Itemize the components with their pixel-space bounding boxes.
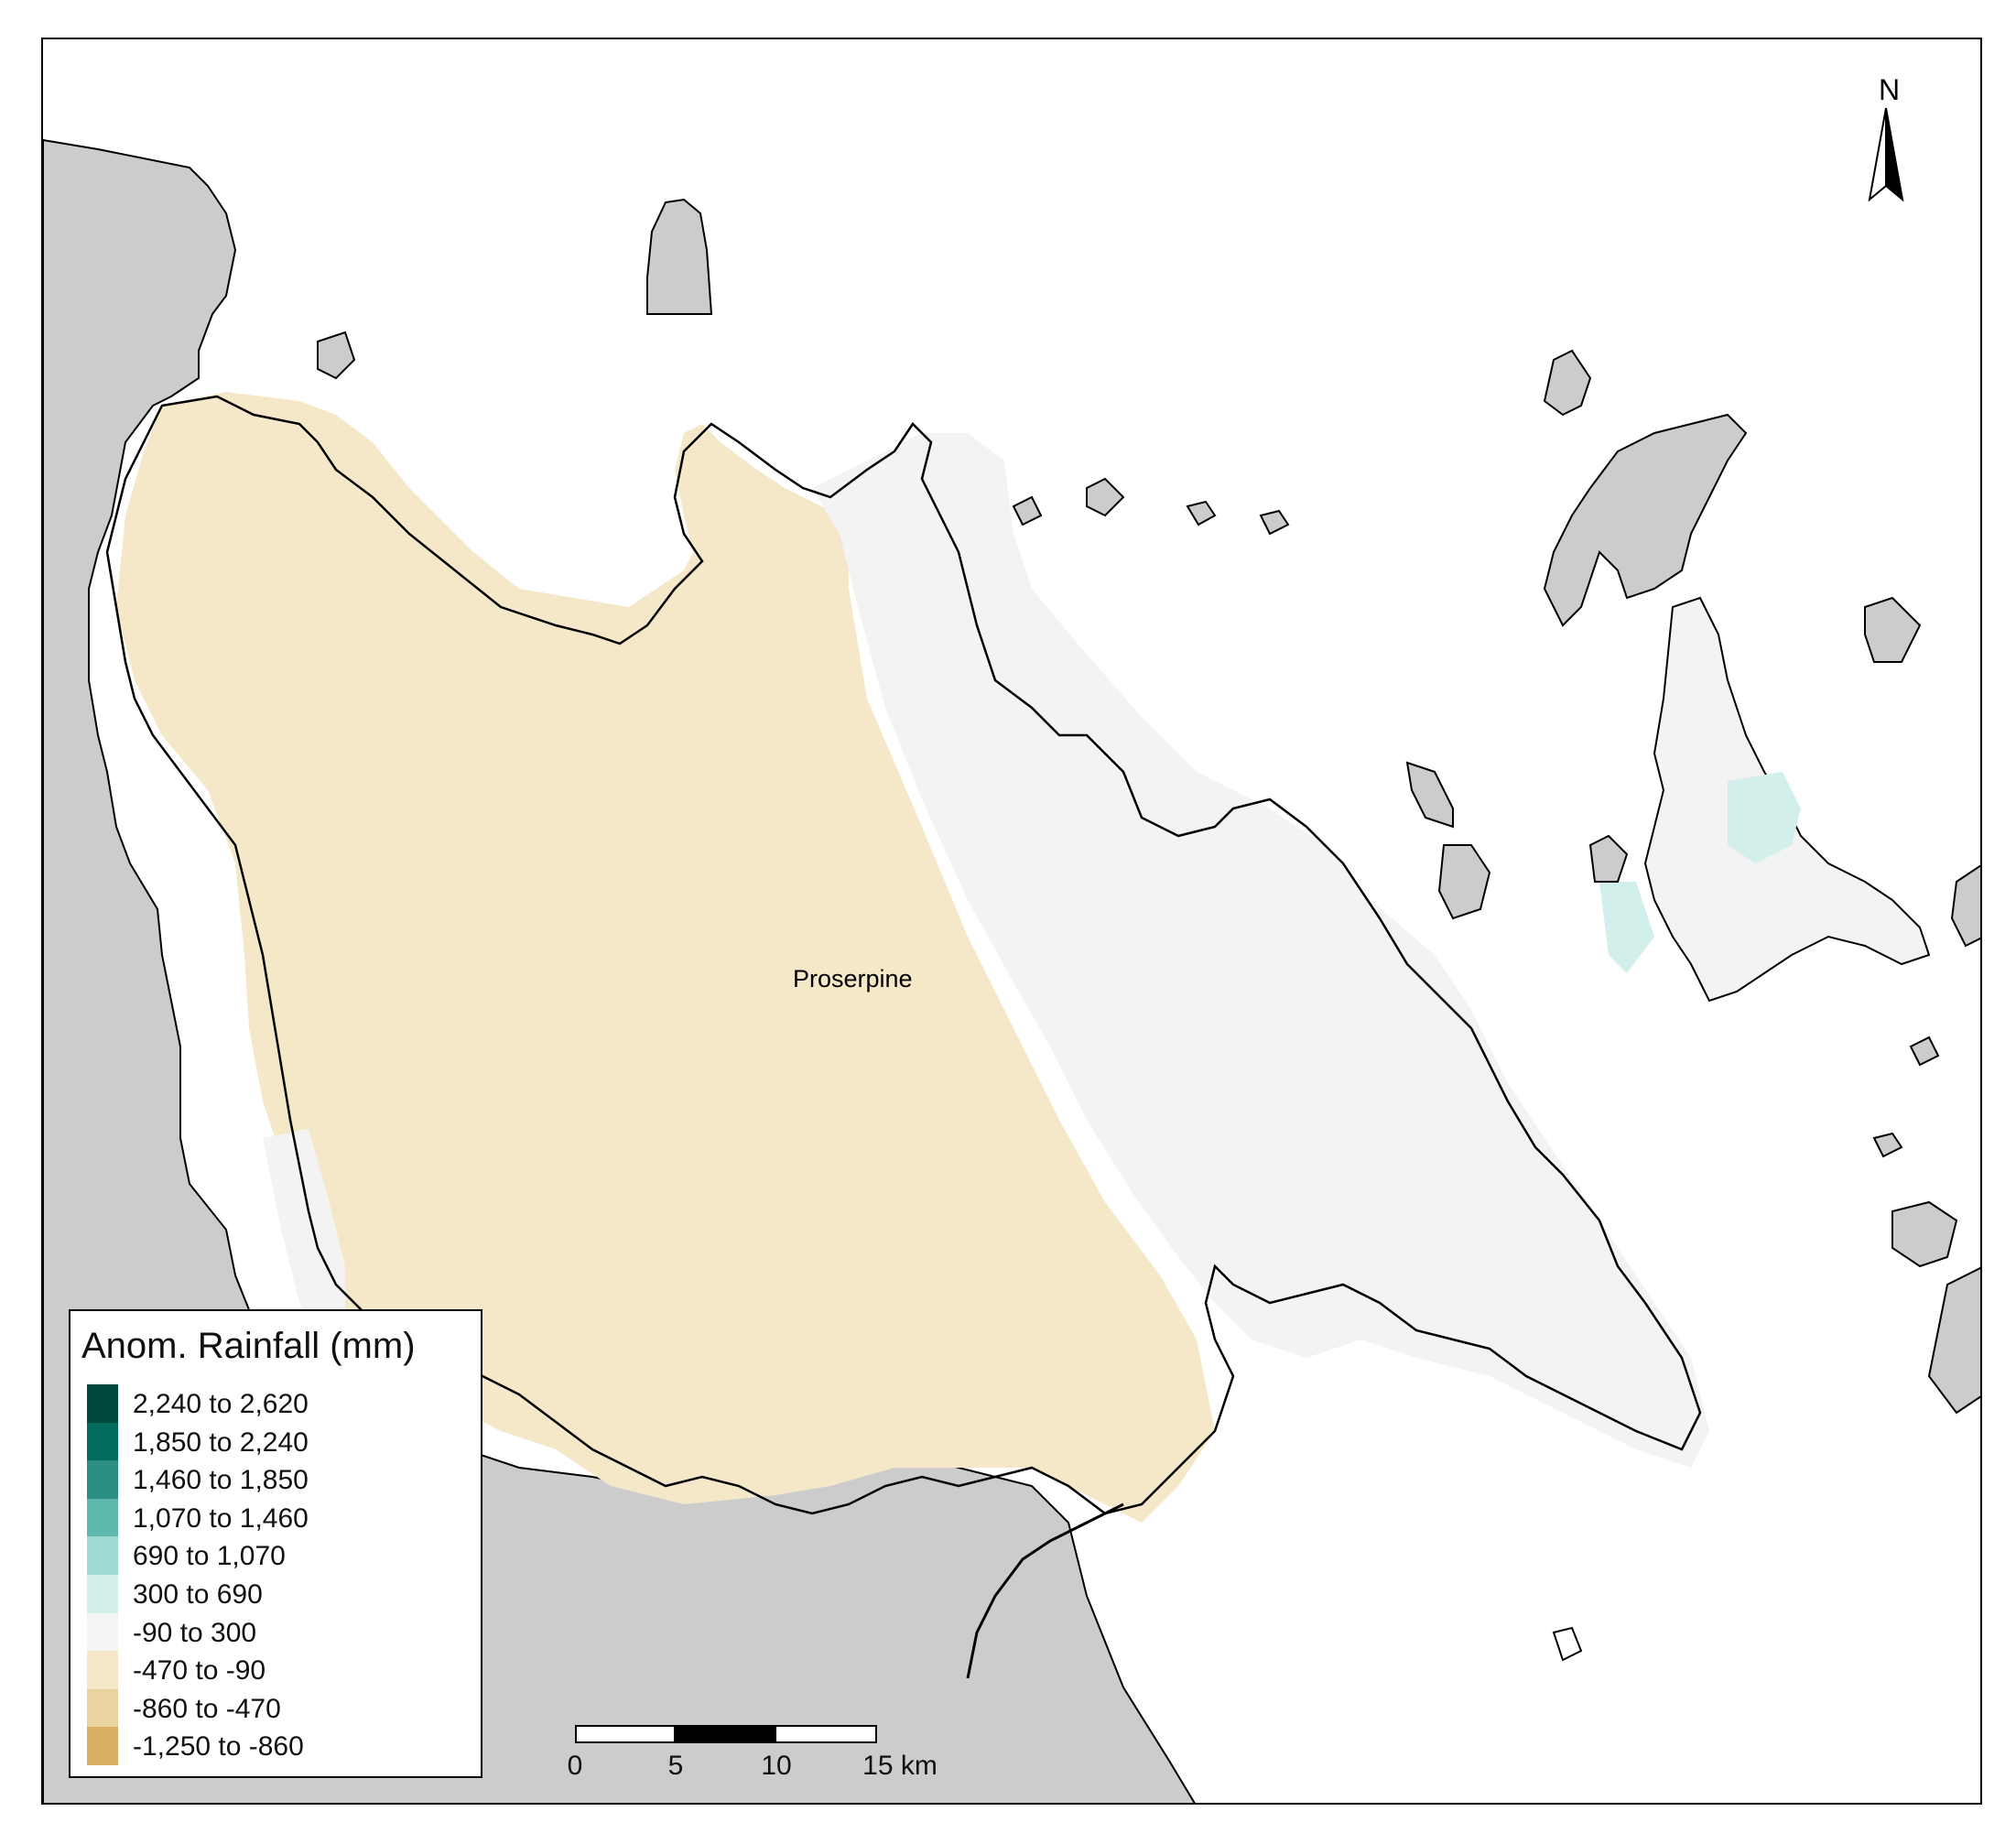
- island-small-dots-5: [1909, 1036, 1940, 1067]
- island-south-east-2: [1927, 1266, 1980, 1415]
- region-teal-patch-2: [1599, 882, 1654, 973]
- legend-label: -860 to -470: [133, 1693, 281, 1724]
- legend-label: 1,850 to 2,240: [133, 1426, 309, 1458]
- region-teal-patch: [1728, 772, 1801, 863]
- island-mid-small-1: [1086, 477, 1125, 517]
- legend-swatch: [87, 1727, 118, 1765]
- island-hook: [1405, 761, 1454, 829]
- island-small-dots-2: [1259, 509, 1290, 536]
- legend-label: 1,070 to 1,460: [133, 1502, 309, 1534]
- region-light-grey: [812, 433, 1709, 1468]
- legend-label: -470 to -90: [133, 1655, 266, 1687]
- scale-bar: 0 5 10 15 km: [568, 1725, 938, 1789]
- scale-label-5: 5: [667, 1751, 684, 1781]
- legend-label: 300 to 690: [133, 1578, 263, 1610]
- island-east-cluster: [1643, 596, 1931, 1003]
- island-whitsunday-north: [1543, 413, 1748, 627]
- legend: Anom. Rainfall (mm) 2,240 to 2,620 1,850 …: [69, 1309, 482, 1778]
- island-hook-2: [1437, 844, 1491, 920]
- scale-segment-3: [775, 1725, 877, 1743]
- region-tan: [116, 392, 1215, 1523]
- scale-segment-1: [575, 1725, 676, 1743]
- legend-label: -90 to 300: [133, 1617, 257, 1648]
- island-west-small: [1588, 834, 1629, 883]
- island-small-north: [1543, 349, 1592, 417]
- scale-segment-2: [674, 1725, 776, 1743]
- legend-swatch: [87, 1384, 118, 1423]
- island-small-dots-4: [1872, 1132, 1903, 1158]
- north-peninsula-tip: [646, 198, 713, 315]
- legend-label: 1,460 to 1,850: [133, 1465, 309, 1496]
- scale-label-0: 0: [567, 1751, 583, 1781]
- legend-label: -1,250 to -860: [133, 1731, 304, 1762]
- legend-swatch: [87, 1688, 118, 1728]
- north-arrow-label: N: [1879, 73, 1901, 106]
- region-west-sliver: [263, 1129, 345, 1349]
- north-arrow-icon: [1868, 107, 1904, 202]
- island-small-east-1: [1864, 596, 1922, 663]
- legend-swatch: [87, 1651, 118, 1689]
- legend-swatch: [87, 1612, 118, 1652]
- island-small-dots-3: [1012, 495, 1043, 526]
- legend-label: 690 to 1,070: [133, 1541, 286, 1572]
- river: [966, 1502, 1124, 1679]
- island-south-east-1: [1891, 1200, 1958, 1268]
- scale-label-15-km: 15 km: [862, 1751, 938, 1781]
- legend-title: Anom. Rainfall (mm): [81, 1326, 416, 1366]
- place-label-proserpine: Proserpine: [793, 965, 913, 992]
- legend-swatch: [87, 1574, 118, 1613]
- island-far-east: [1950, 864, 1980, 948]
- legend-label: 2,240 to 2,620: [133, 1389, 309, 1419]
- island-small-dots-1: [1186, 500, 1217, 526]
- legend-swatch: [87, 1422, 118, 1461]
- legend-swatch: [87, 1536, 118, 1575]
- legend-swatch: [87, 1460, 118, 1499]
- island-north-small-1: [317, 331, 356, 380]
- scale-label-10: 10: [761, 1751, 792, 1781]
- main-coastline: [105, 395, 1702, 1515]
- island-small-dots-6: [1552, 1626, 1583, 1662]
- legend-swatch: [87, 1498, 118, 1537]
